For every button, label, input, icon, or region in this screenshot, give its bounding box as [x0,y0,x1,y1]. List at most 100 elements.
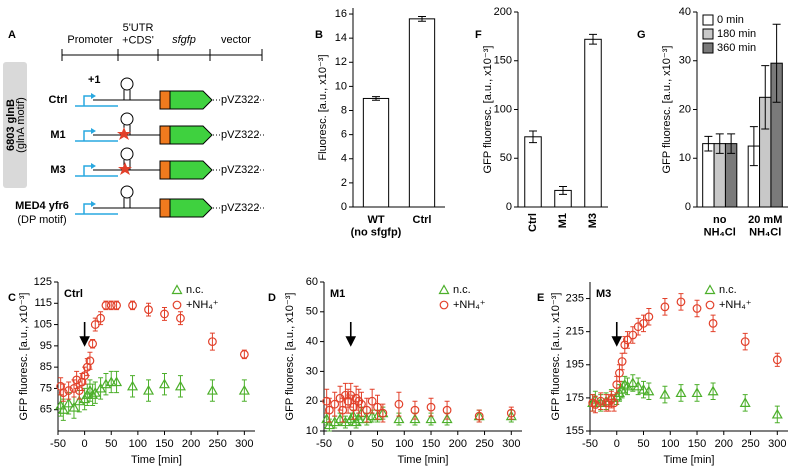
arrow [611,322,623,347]
x-tick-label: 300 [768,438,786,450]
cds-box [159,90,171,110]
y-axis-label: GFP fluoresc. [a.u., x10⁻³] [550,293,562,421]
error-bar [749,126,758,167]
point [643,385,655,396]
error-bar [598,392,604,410]
error-bar [358,391,364,417]
legend-label: +NH₄⁺ [453,299,486,311]
point [111,376,123,387]
error-bar [772,23,781,103]
error-bar [662,385,668,404]
point [378,408,388,418]
point [621,380,633,391]
error-bar [590,394,596,412]
y-tick-label: 20 [306,395,318,407]
y-tick-label: 65 [40,404,52,416]
point [366,410,378,421]
y-tick-label: 115 [34,297,52,309]
x-tick-label: 250 [741,438,759,450]
x-tick-label: 150 [688,438,706,450]
point [373,402,382,412]
error-bar [372,96,380,101]
point [338,405,348,415]
x-tick-label: 0 [614,438,620,450]
error-bar [592,395,598,414]
error-bar [87,379,93,402]
legend-label: n.c. [453,284,471,296]
point [322,396,332,406]
tss-arrowhead [91,201,96,207]
x-tick-label: 200 [715,438,733,450]
error-bar [177,311,183,326]
point [351,393,361,403]
arrow [79,322,90,347]
point [127,380,139,391]
point [675,387,687,398]
bar [362,97,390,208]
legend-swatch [702,42,714,54]
bar [702,143,715,208]
error-bar [92,381,98,404]
legend-label: 0 min [717,14,744,26]
x-tick-label: -50 [582,438,598,450]
y-tick-label: 200 [494,6,512,18]
tss-arrowhead [91,128,96,134]
error-bar [332,391,338,417]
point [160,309,169,319]
error-bar [742,394,748,412]
chart-title: Ctrl [64,288,83,300]
legend-label: 360 min [717,42,756,54]
error-bar [90,383,96,406]
legend-marker [705,300,715,310]
point [323,419,335,430]
point [238,384,250,395]
panel-label: B [315,29,323,41]
cds-box [159,198,171,218]
error-bar [87,351,93,370]
error-bar [326,397,332,423]
point [367,396,377,406]
point [425,413,437,424]
error-bar [761,65,770,130]
x-tick-label: 200 [449,438,467,450]
error-bar [396,391,402,417]
point [644,312,654,322]
x-tick-label: -50 [50,438,66,450]
point [740,337,750,347]
error-bar [715,133,724,154]
point [627,377,639,388]
row-label: M3 [50,164,65,176]
legend-label: +NH₄⁺ [719,299,752,311]
panel-label: D [268,292,276,304]
point [632,380,644,391]
point [609,398,619,408]
mutation [117,127,131,140]
tss-arrow [83,130,93,141]
point [623,335,632,345]
tss-arrow [83,95,93,106]
y-axis-label: GFP fluoresc. [a.u., x10⁻³] [482,46,494,174]
point [708,318,718,328]
error-bar [114,370,120,394]
error-bar [66,381,72,400]
error-bar [98,377,104,400]
point [659,388,671,399]
error-bar [678,293,684,311]
y-tick-label: 235 [566,292,584,304]
hairpin [123,90,131,100]
column-label: 5'UTR +CDS' [122,22,154,47]
legend-label: 180 min [717,28,756,40]
point [142,384,155,395]
point [85,356,95,366]
mutation [118,162,132,175]
start-site: +1 [88,74,101,86]
point [505,410,517,421]
x-tick-label: 100 [395,438,413,450]
error-bar [146,379,152,402]
y-tick-label: 105 [34,318,52,330]
error-bar [742,332,748,351]
x-tick-label: 300 [235,438,253,450]
error-bar [727,133,736,154]
sfgfp-box [169,160,213,180]
error-bar [616,364,622,382]
